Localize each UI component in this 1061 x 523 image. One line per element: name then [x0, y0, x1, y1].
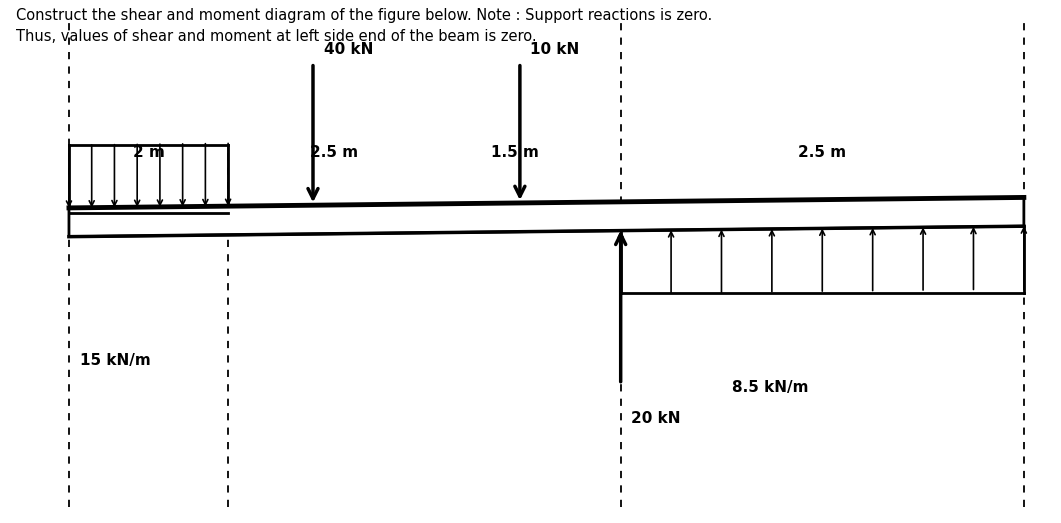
Text: 20 kN: 20 kN [631, 411, 681, 426]
Text: 15 kN/m: 15 kN/m [80, 354, 151, 368]
Text: 2.5 m: 2.5 m [310, 144, 359, 160]
Text: 8.5 kN/m: 8.5 kN/m [732, 380, 808, 394]
Polygon shape [69, 198, 1024, 237]
Text: Construct the shear and moment diagram of the figure below. Note : Support react: Construct the shear and moment diagram o… [16, 8, 712, 23]
Text: 1.5 m: 1.5 m [490, 144, 539, 160]
Text: 10 kN: 10 kN [530, 42, 579, 57]
Text: Thus, values of shear and moment at left side end of the beam is zero.: Thus, values of shear and moment at left… [16, 29, 537, 44]
Text: 40 kN: 40 kN [324, 42, 373, 57]
Text: 2 m: 2 m [133, 144, 164, 160]
Text: 2.5 m: 2.5 m [798, 144, 847, 160]
